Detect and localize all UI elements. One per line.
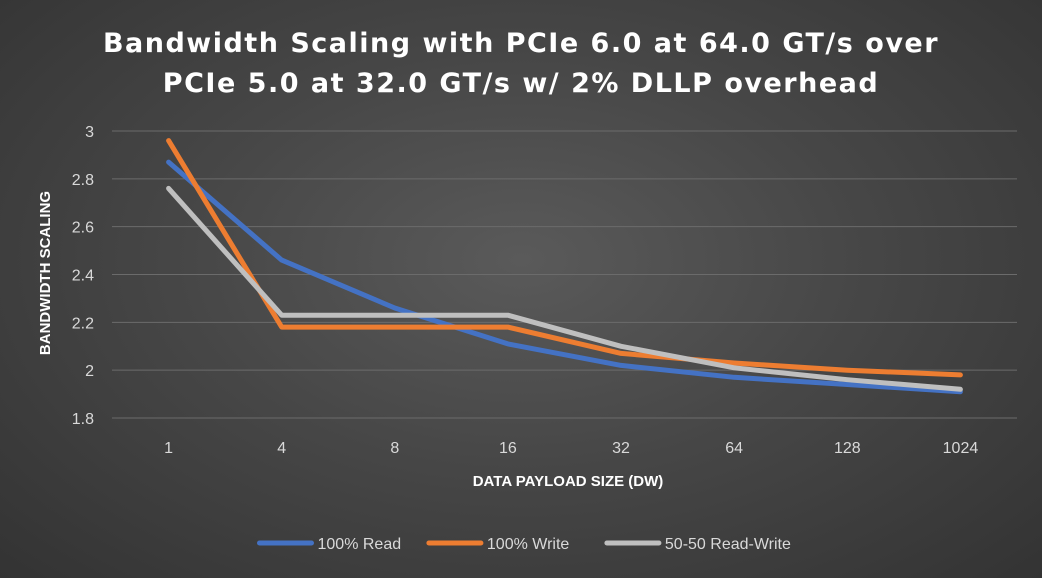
series-line-1 xyxy=(166,159,963,395)
x-tick-label: 1024 xyxy=(943,440,979,457)
legend-label: 50-50 Read-Write xyxy=(665,536,791,553)
series-line-3 xyxy=(166,185,963,392)
x-axis-title: DATA PAYLOAD SIZE (DW) xyxy=(473,473,664,490)
y-tick-label: 1.8 xyxy=(72,411,94,428)
y-axis-title: BANDWIDTH SCALING xyxy=(37,191,54,355)
series-lines xyxy=(166,138,963,395)
x-tick-label: 8 xyxy=(390,440,399,457)
x-tick-label: 1 xyxy=(164,440,173,457)
legend-label: 100% Read xyxy=(318,536,402,553)
y-tick-label: 2 xyxy=(85,363,94,380)
legend-item-3: 50-50 Read-Write xyxy=(604,536,791,553)
legend: 100% Read 100% Write 50-50 Read-Write xyxy=(257,536,791,553)
y-tick-label: 3 xyxy=(85,124,94,141)
legend-item-2: 100% Write xyxy=(426,536,570,553)
chart-title-line-2: PCIe 5.0 at 32.0 GT/s w/ 2% DLLP overhea… xyxy=(163,68,879,99)
x-tick-label: 128 xyxy=(834,440,861,457)
y-tick-label: 2.2 xyxy=(72,315,94,332)
legend-label: 100% Write xyxy=(487,536,570,553)
chart-title: Bandwidth Scaling with PCIe 6.0 at 64.0 … xyxy=(103,28,939,99)
grid xyxy=(112,130,1017,419)
x-tick-label: 4 xyxy=(277,440,286,457)
x-tick-label: 16 xyxy=(499,440,517,457)
x-tick-label: 64 xyxy=(725,440,743,457)
legend-item-1: 100% Read xyxy=(257,536,402,553)
y-axis-ticks: 1.8 2 2.2 2.4 2.6 2.8 3 xyxy=(72,124,94,428)
chart-title-line-1: Bandwidth Scaling with PCIe 6.0 at 64.0 … xyxy=(103,28,939,59)
x-axis-ticks: 1 4 8 16 32 64 128 1024 xyxy=(164,440,978,457)
x-tick-label: 32 xyxy=(612,440,630,457)
series-line-2 xyxy=(166,138,963,378)
y-tick-label: 2.4 xyxy=(72,268,94,285)
y-tick-label: 2.6 xyxy=(72,220,94,237)
y-tick-label: 2.8 xyxy=(72,172,94,189)
